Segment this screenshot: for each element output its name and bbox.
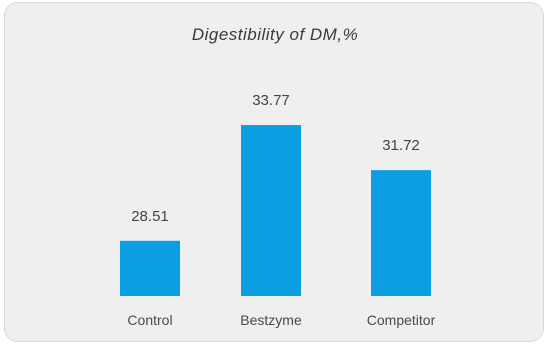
- x-tick-labels-group: Control Bestzyme Competitor: [127, 312, 435, 328]
- x-tick-label-bestzyme: Bestzyme: [240, 312, 302, 328]
- value-label-competitor: 31.72: [382, 137, 420, 154]
- chart-card: Digestibility of DM,% 28.51 33.77 31.72 Co…: [4, 2, 544, 342]
- bar-chart: 28.51 33.77 31.72 Control Bestzyme Competito…: [120, 92, 436, 328]
- value-label-bestzyme: 33.77: [252, 92, 290, 109]
- x-tick-label-competitor: Competitor: [367, 312, 436, 328]
- bar-control: [120, 240, 180, 296]
- value-label-control: 28.51: [131, 208, 169, 225]
- bar-competitor: [371, 170, 431, 296]
- bar-bestzyme: [241, 125, 301, 296]
- bars-group: [120, 125, 431, 296]
- chart-title: Digestibility of DM,%: [191, 25, 359, 44]
- x-tick-label-control: Control: [127, 312, 172, 328]
- value-labels-group: 28.51 33.77 31.72: [131, 92, 420, 225]
